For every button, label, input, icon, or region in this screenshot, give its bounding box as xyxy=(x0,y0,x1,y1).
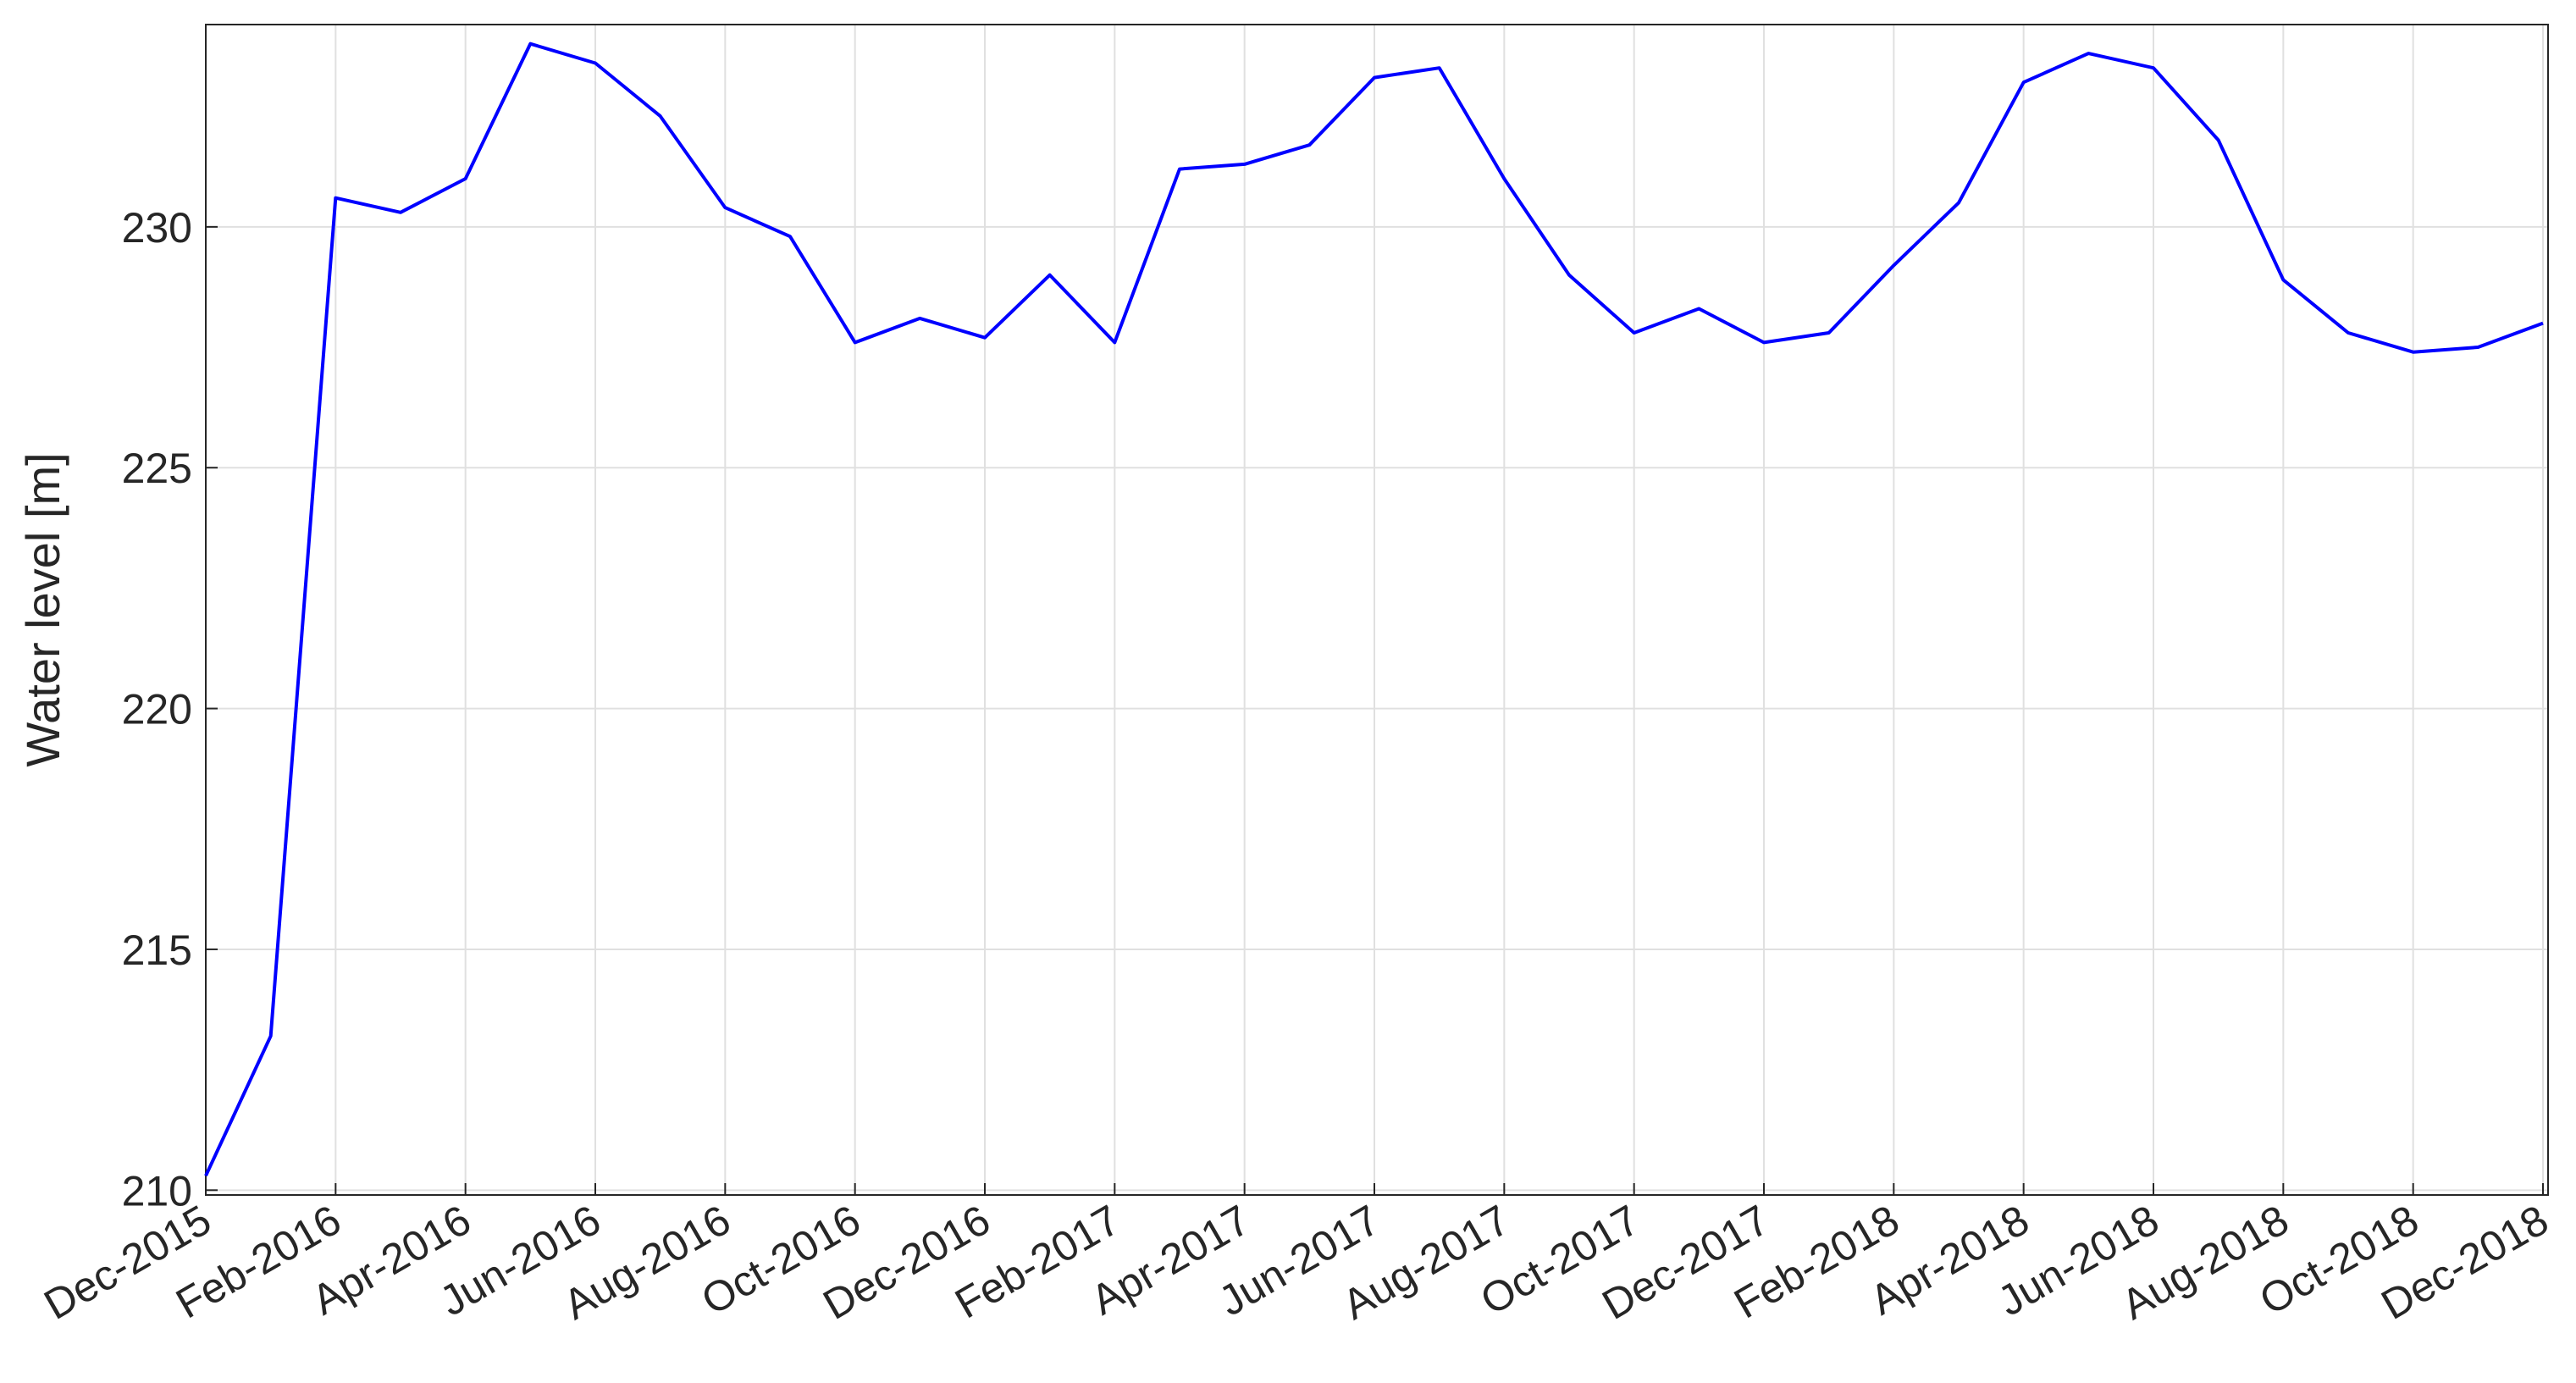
y-tick-label: 215 xyxy=(122,927,192,974)
plot-frame xyxy=(205,24,2549,1196)
y-tick-label: 220 xyxy=(122,686,192,733)
y-tick-label: 225 xyxy=(122,445,192,492)
data-line xyxy=(204,41,2544,1177)
y-axis-label: Water level [m] xyxy=(16,452,69,766)
y-tick-label: 230 xyxy=(122,204,192,252)
y-tick-label: 210 xyxy=(122,1167,192,1214)
